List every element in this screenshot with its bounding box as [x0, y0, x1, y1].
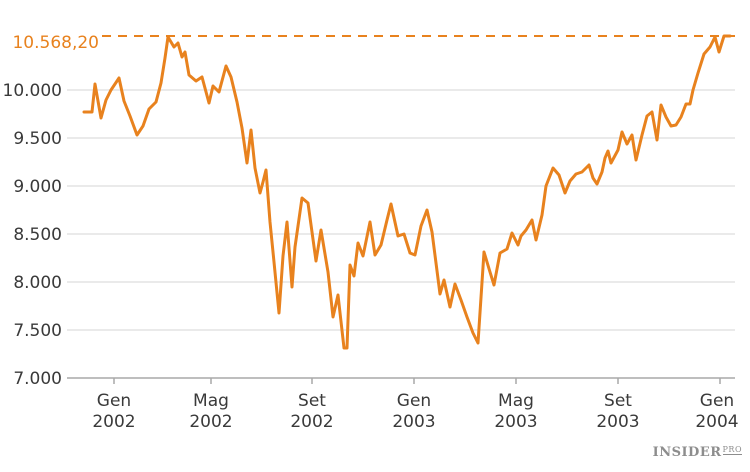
- x-label-year: 2003: [494, 412, 537, 432]
- gridlines: [67, 89, 735, 331]
- y-axis-labels: 10.568,20 10.000 9.500 9.000 8.500 8.000…: [3, 33, 99, 389]
- insider-pro-logo: INSIDERPRO: [653, 445, 742, 460]
- x-label-month: Gen: [97, 391, 131, 411]
- y-label: 7.000: [13, 369, 62, 389]
- y-label: 9.500: [13, 129, 62, 149]
- x-axis: [67, 377, 735, 384]
- logo-sub-text: PRO: [722, 445, 742, 455]
- y-label: 7.500: [13, 321, 62, 341]
- x-label-month: Mag: [498, 391, 534, 411]
- x-label-month: Set: [298, 391, 326, 411]
- x-label-month: Gen: [397, 391, 431, 411]
- x-label-year: 2003: [596, 412, 639, 432]
- x-label-year: 2002: [92, 412, 135, 432]
- peak-value-label: 10.568,20: [12, 33, 99, 53]
- y-label: 8.000: [13, 273, 62, 293]
- x-label-year: 2002: [290, 412, 333, 432]
- x-label-month: Set: [604, 391, 632, 411]
- x-label-year: 2003: [392, 412, 435, 432]
- y-label: 9.000: [13, 177, 62, 197]
- y-label: 10.000: [3, 81, 62, 101]
- index-line-series: [82, 34, 732, 350]
- y-label: 8.500: [13, 225, 62, 245]
- x-axis-labels: Gen 2002 Mag 2002 Set 2002 Gen 2003 Mag …: [92, 391, 738, 432]
- x-label-year: 2002: [189, 412, 232, 432]
- x-label-year: 2004: [695, 412, 738, 432]
- logo-main-text: INSIDER: [652, 445, 722, 460]
- x-label-month: Mag: [193, 391, 229, 411]
- x-label-month: Gen: [700, 391, 734, 411]
